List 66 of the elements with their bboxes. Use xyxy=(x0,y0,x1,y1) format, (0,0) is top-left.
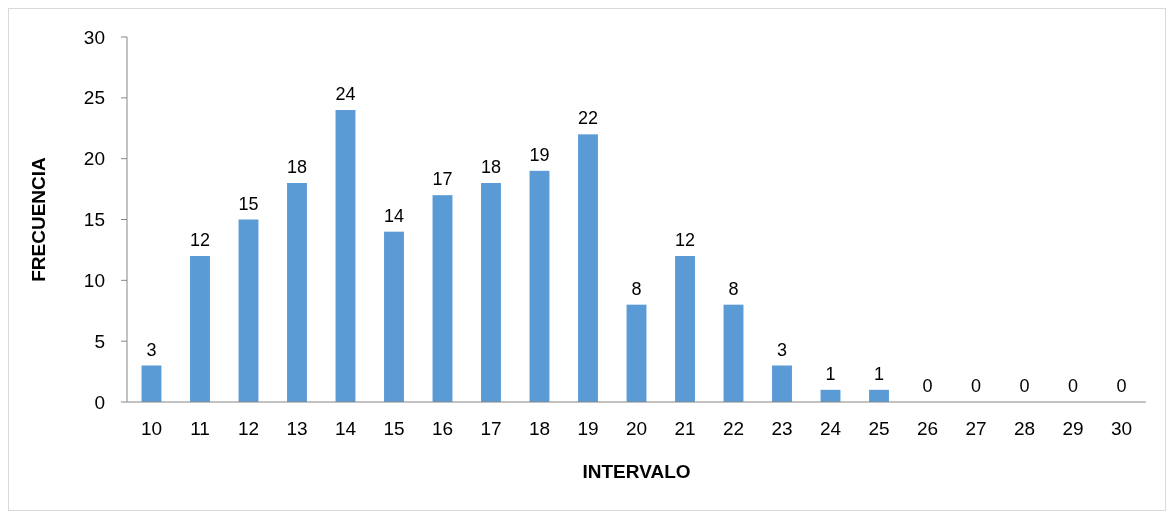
y-tick-label: 25 xyxy=(83,87,105,109)
y-tick-label: 15 xyxy=(83,209,105,231)
bar xyxy=(869,389,889,402)
bar xyxy=(335,110,356,402)
x-tick-label: 19 xyxy=(577,418,599,439)
bar xyxy=(626,304,647,402)
bar xyxy=(723,304,744,402)
data-label: 3 xyxy=(776,339,788,360)
data-label: 22 xyxy=(577,108,599,129)
data-label: 0 xyxy=(1019,376,1030,396)
data-label: 8 xyxy=(728,278,739,299)
y-tick-label: 0 xyxy=(94,391,105,413)
data-label: 3 xyxy=(146,339,157,360)
bar xyxy=(190,256,210,402)
bar xyxy=(238,219,259,402)
bar xyxy=(675,256,695,402)
data-label: 0 xyxy=(1068,376,1079,396)
x-tick-label: 28 xyxy=(1013,418,1036,439)
y-tick-label: 10 xyxy=(83,269,105,291)
x-tick-label: 14 xyxy=(334,418,357,439)
y-tick-label: 20 xyxy=(83,148,105,170)
y-tick-label: 30 xyxy=(83,26,105,48)
bar xyxy=(384,231,404,402)
x-tick-label: 20 xyxy=(625,418,648,439)
data-label: 0 xyxy=(971,376,982,396)
data-label: 1 xyxy=(825,363,836,384)
x-axis-title: INTERVALO xyxy=(582,461,691,482)
bar xyxy=(772,365,792,402)
x-tick-label: 16 xyxy=(431,418,454,439)
x-tick-label: 23 xyxy=(771,418,793,439)
x-tick-label: 11 xyxy=(190,418,210,439)
x-tick-label: 24 xyxy=(819,418,842,439)
x-tick-label: 10 xyxy=(140,418,163,439)
data-label: 0 xyxy=(1116,376,1127,396)
bar xyxy=(481,183,501,402)
data-label: 24 xyxy=(335,84,356,104)
x-tick-label: 27 xyxy=(965,418,987,439)
x-tick-label: 15 xyxy=(383,418,405,439)
y-axis-title: FRECUENCIA xyxy=(28,156,49,282)
data-label: 12 xyxy=(674,230,696,250)
data-label: 12 xyxy=(189,230,211,250)
x-tick-label: 13 xyxy=(286,418,308,439)
data-label: 0 xyxy=(922,376,933,396)
x-tick-label: 26 xyxy=(916,418,939,439)
bar xyxy=(432,195,453,402)
bar xyxy=(578,134,598,402)
data-label: 14 xyxy=(383,205,405,226)
x-tick-label: 18 xyxy=(528,418,551,439)
x-tick-label: 21 xyxy=(674,418,696,439)
data-label: 8 xyxy=(631,278,642,299)
x-tick-label: 25 xyxy=(868,418,890,439)
data-label: 18 xyxy=(286,157,308,177)
x-tick-label: 17 xyxy=(480,418,502,439)
data-label: 19 xyxy=(529,144,550,165)
data-label: 17 xyxy=(432,169,453,190)
bar xyxy=(141,365,162,402)
data-label: 18 xyxy=(480,157,502,177)
x-tick-label: 30 xyxy=(1110,418,1133,439)
y-tick-label: 5 xyxy=(94,330,105,352)
x-tick-label: 29 xyxy=(1062,418,1084,439)
bar xyxy=(287,183,307,402)
x-tick-label: 12 xyxy=(237,418,260,439)
data-label: 1 xyxy=(874,363,885,384)
data-label: 15 xyxy=(238,193,259,214)
x-tick-label: 22 xyxy=(722,418,745,439)
bar xyxy=(529,170,550,402)
